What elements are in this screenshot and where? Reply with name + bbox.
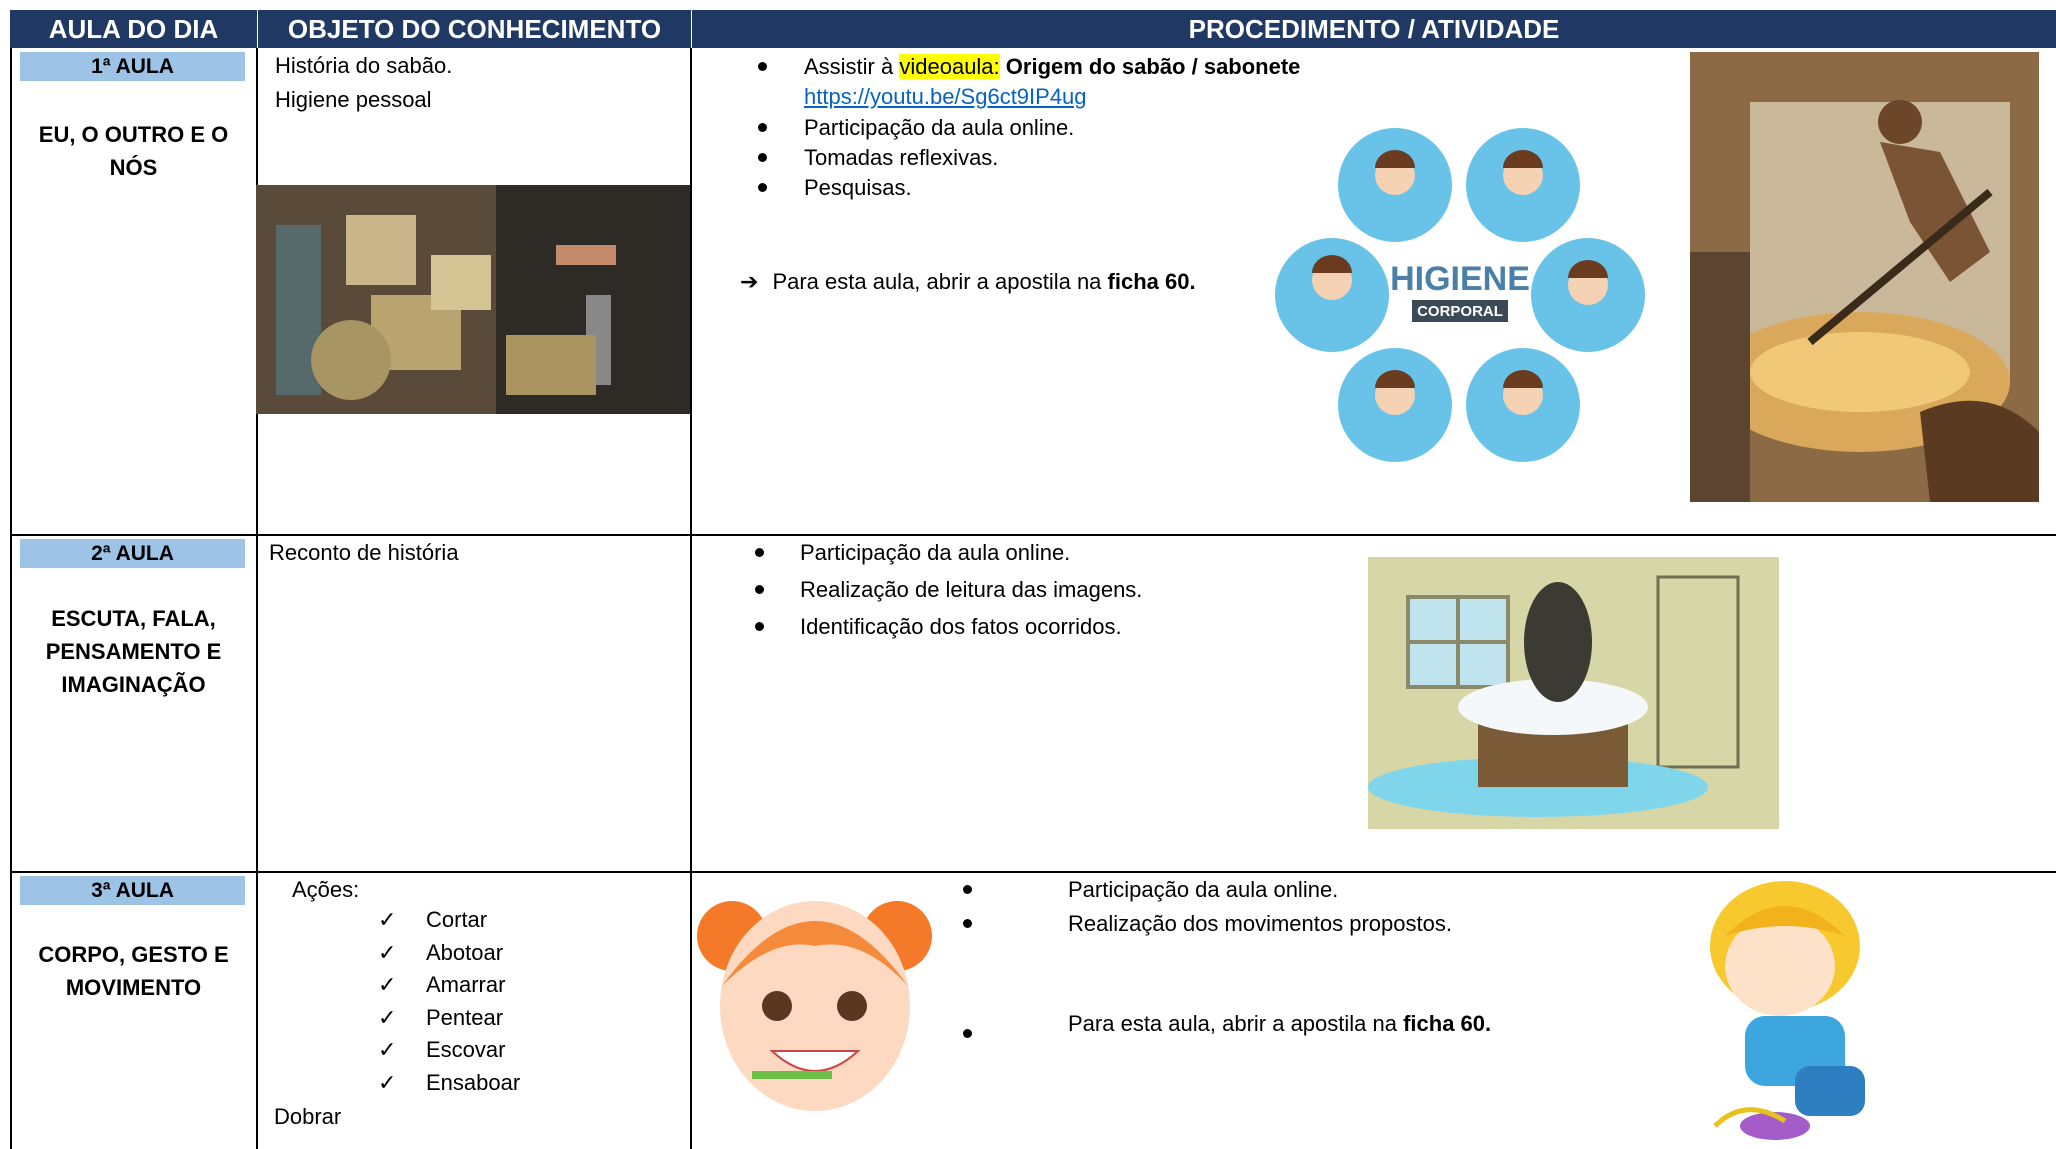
- note: ➔ Para esta aula, abrir a apostila na fic…: [740, 268, 1196, 296]
- checklist-item: Abotoar: [426, 939, 504, 965]
- list-item: Participação da aula online.: [1068, 877, 1339, 902]
- girl-tying-image: [1685, 876, 1900, 1149]
- lesson-topic: EU, O OUTRO E O NÓS: [10, 118, 257, 184]
- image-text: HIGIENE: [1390, 260, 1530, 298]
- bullet: [963, 1029, 972, 1038]
- list-item: Tomadas reflexivas.: [804, 145, 999, 170]
- hygiene-image: HIGIENE CORPORAL: [1275, 128, 1645, 462]
- list-item: Identificação dos fatos ocorridos.: [800, 614, 1122, 639]
- list-item: Realização de leitura das imagens.: [800, 577, 1143, 602]
- objeto-line: Dobrar: [274, 1104, 342, 1129]
- lesson-badge: 2ª AULA: [20, 539, 245, 568]
- border: [690, 48, 692, 1149]
- header-cell: AULA DO DIA: [10, 10, 257, 48]
- girl-brushing-image: [692, 876, 938, 1116]
- objeto-line: Higiene pessoal: [275, 87, 432, 112]
- text: Para esta aula, abrir a apostila na: [1068, 1011, 1404, 1036]
- checklist-item: Escovar: [426, 1037, 506, 1062]
- video-title: Origem do sabão / sabonete: [999, 54, 1301, 79]
- topic-line: IMAGINAÇÃO: [61, 672, 206, 697]
- video-line: Assistir à videoaula: Origem do sabão / …: [804, 53, 1300, 81]
- highlight: videoaula:: [899, 54, 1000, 79]
- soap-image: [256, 185, 690, 414]
- video-link[interactable]: https://youtu.be/Sg6ct9IP4ug: [804, 84, 1087, 109]
- bath-image: [1368, 557, 1779, 829]
- text: Assistir à: [804, 54, 900, 79]
- image-text: CORPORAL: [1417, 303, 1503, 320]
- lesson-topic: ESCUTA, FALA, PENSAMENTO E IMAGINAÇÃO: [10, 602, 257, 701]
- check: ✓: [378, 1069, 397, 1095]
- checklist-item: Cortar: [426, 907, 488, 932]
- objeto-line: História do sabão.: [275, 53, 453, 78]
- header-cell: PROCEDIMENTO / ATIVIDADE: [692, 10, 2056, 48]
- objeto-title: Ações:: [292, 877, 360, 902]
- check: ✓: [378, 1004, 397, 1030]
- list-item: Participação da aula online.: [800, 540, 1071, 565]
- check: ✓: [378, 939, 397, 965]
- bullet: [755, 622, 764, 631]
- bullet: [758, 62, 767, 71]
- border: [10, 871, 2056, 873]
- topic-line: MOVIMENTO: [65, 975, 202, 1000]
- check: ✓: [378, 907, 397, 932]
- text-bold: ficha 60.: [1403, 1011, 1492, 1036]
- list-item: Realização dos movimentos propostos.: [1068, 911, 1452, 936]
- bullet: [758, 183, 767, 192]
- bullet: [758, 153, 767, 162]
- topic-line: ESCUTA, FALA,: [51, 606, 216, 631]
- lesson-topic: CORPO, GESTO E MOVIMENTO: [10, 938, 257, 1004]
- arrow: ➔: [740, 269, 759, 294]
- check: ✓: [378, 1037, 397, 1062]
- header-cell: OBJETO DO CONHECIMENTO: [258, 10, 691, 48]
- bullet: [758, 123, 767, 132]
- checklist-item: Pentear: [426, 1004, 504, 1030]
- border: [256, 48, 258, 1149]
- lesson-badge: 1ª AULA: [20, 52, 245, 81]
- list-item: Participação da aula online.: [804, 115, 1075, 140]
- note: Para esta aula, abrir a apostila na fich…: [1068, 1010, 1491, 1038]
- topic-line: NÓS: [109, 155, 158, 180]
- bullet: [755, 548, 764, 557]
- topic-line: PENSAMENTO E: [45, 639, 222, 664]
- text: Para esta aula, abrir a apostila na: [772, 269, 1108, 294]
- bullet: [755, 585, 764, 594]
- border: [10, 48, 12, 1149]
- bullet: [963, 919, 972, 928]
- topic-line: EU, O OUTRO E O: [38, 122, 229, 147]
- topic-line: CORPO, GESTO E: [38, 942, 229, 967]
- checklist-item: Amarrar: [426, 972, 506, 997]
- checklist-item: Ensaboar: [426, 1069, 521, 1095]
- list-item: Pesquisas.: [804, 175, 912, 200]
- check: ✓: [378, 972, 397, 997]
- objeto-line: Reconto de história: [269, 540, 459, 565]
- painting-image: [1690, 52, 2039, 502]
- bullet: [963, 885, 972, 894]
- border: [10, 534, 2056, 536]
- lesson-badge: 3ª AULA: [20, 876, 245, 905]
- text-bold: ficha 60.: [1107, 269, 1196, 294]
